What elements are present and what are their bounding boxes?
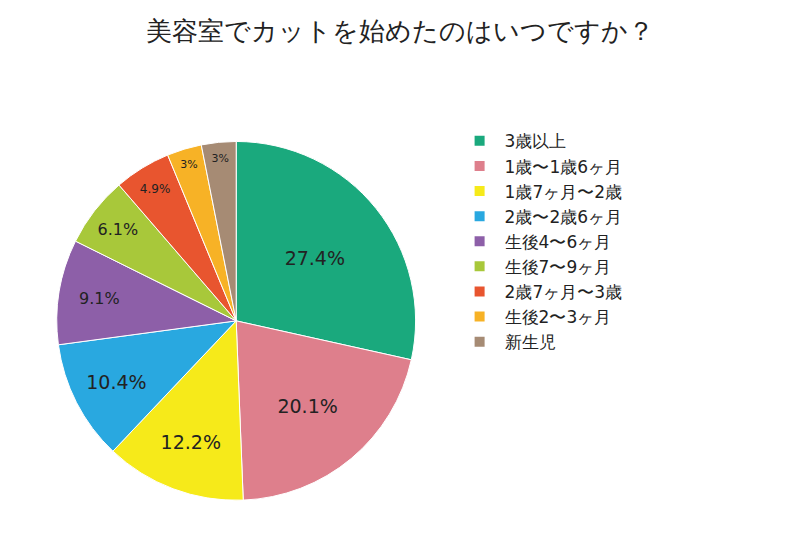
svg-text:美容室でカットを始めたのはいつですか？: 美容室でカットを始めたのはいつですか？ — [146, 16, 654, 46]
svg-text:新生児: 新生児 — [505, 332, 556, 352]
svg-text:6.1%: 6.1% — [98, 220, 139, 239]
svg-text:27.4%: 27.4% — [285, 247, 345, 269]
svg-text:3%: 3% — [211, 152, 228, 165]
svg-text:2歳〜2歳6ヶ月: 2歳〜2歳6ヶ月 — [505, 207, 622, 227]
svg-text:3歳以上: 3歳以上 — [505, 131, 567, 151]
svg-text:9.1%: 9.1% — [79, 289, 120, 308]
svg-text:1歳〜1歳6ヶ月: 1歳〜1歳6ヶ月 — [505, 157, 622, 177]
svg-text:2歳7ヶ月〜3歳: 2歳7ヶ月〜3歳 — [505, 282, 622, 302]
svg-text:12.2%: 12.2% — [161, 431, 221, 453]
svg-text:生後2〜3ヶ月: 生後2〜3ヶ月 — [505, 307, 612, 327]
svg-text:10.4%: 10.4% — [86, 371, 146, 393]
svg-text:4.9%: 4.9% — [140, 182, 171, 196]
svg-text:3%: 3% — [180, 158, 197, 171]
svg-text:生後7〜9ヶ月: 生後7〜9ヶ月 — [505, 257, 612, 277]
svg-text:生後4〜6ヶ月: 生後4〜6ヶ月 — [505, 232, 612, 252]
svg-text:20.1%: 20.1% — [277, 395, 337, 417]
svg-text:1歳7ヶ月〜2歳: 1歳7ヶ月〜2歳 — [505, 182, 622, 202]
